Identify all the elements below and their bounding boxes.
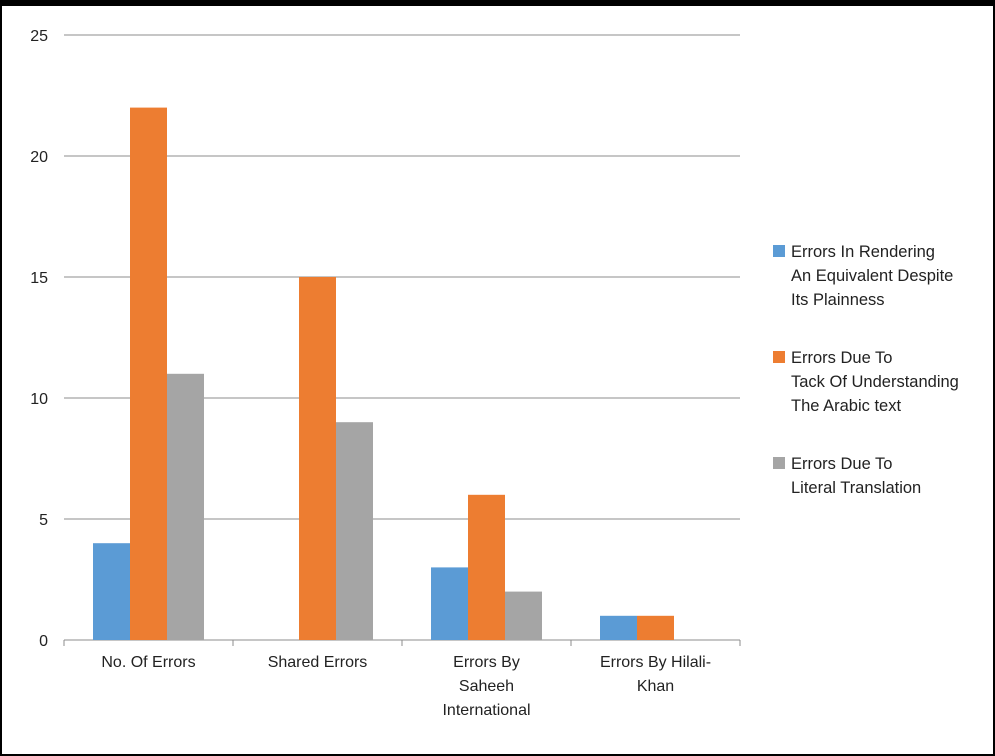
legend-label-line: Its Plainness bbox=[791, 291, 885, 309]
x-category-label-line: No. Of Errors bbox=[101, 654, 195, 671]
y-tick-label: 10 bbox=[30, 391, 48, 408]
legend-label: Errors Due To Literal Translation bbox=[791, 455, 921, 497]
bar bbox=[299, 277, 336, 640]
x-category-label-line: International bbox=[442, 702, 530, 719]
y-tick-label: 5 bbox=[39, 512, 48, 529]
bar bbox=[431, 567, 468, 640]
bar bbox=[600, 615, 637, 640]
bar bbox=[505, 591, 542, 640]
bar bbox=[468, 494, 505, 640]
legend-label-line: An Equivalent Despite bbox=[791, 267, 953, 285]
x-category-label-line: Shared Errors bbox=[268, 654, 368, 671]
bar bbox=[93, 543, 130, 640]
y-tick-label: 20 bbox=[30, 149, 48, 166]
legend-label-line: Errors Due To bbox=[791, 349, 892, 367]
legend-swatch bbox=[773, 245, 785, 257]
bar bbox=[637, 615, 674, 640]
x-category-label: Errors By Hilali- Khan bbox=[600, 654, 711, 695]
x-category-label-line: Khan bbox=[637, 678, 674, 695]
y-tick-label: 15 bbox=[30, 270, 48, 287]
x-category-label: Errors By Saheeh International bbox=[442, 654, 530, 719]
x-category-label-line: Errors By bbox=[453, 654, 520, 671]
bar bbox=[167, 373, 204, 640]
bar bbox=[130, 107, 167, 641]
chart-frame: 0 5 10 15 20 25 No. Of Errors Shared Errors Erro… bbox=[2, 6, 993, 754]
y-tick-label: 0 bbox=[39, 633, 48, 650]
legend-label-line: Errors Due To bbox=[791, 455, 892, 473]
x-category-label: No. Of Errors bbox=[101, 654, 195, 671]
x-category-label: Shared Errors bbox=[268, 654, 368, 671]
bar bbox=[336, 422, 373, 640]
legend-label-line: The Arabic text bbox=[791, 397, 901, 415]
legend-swatch bbox=[773, 457, 785, 469]
legend-label-line: Errors In Rendering bbox=[791, 243, 935, 261]
legend-swatch bbox=[773, 351, 785, 363]
legend-label: Errors In Rendering An Equivalent Despite… bbox=[791, 243, 953, 309]
y-tick-label: 25 bbox=[30, 28, 48, 45]
legend-label-line: Tack Of Understanding bbox=[791, 373, 959, 391]
x-category-label-line: Errors By Hilali- bbox=[600, 654, 711, 671]
legend-label-line: Literal Translation bbox=[791, 479, 921, 497]
bar-chart: 0 5 10 15 20 25 No. Of Errors Shared Errors Erro… bbox=[30, 28, 959, 719]
legend-label: Errors Due To Tack Of Understanding The Ar… bbox=[791, 349, 959, 415]
x-category-label-line: Saheeh bbox=[459, 678, 514, 695]
